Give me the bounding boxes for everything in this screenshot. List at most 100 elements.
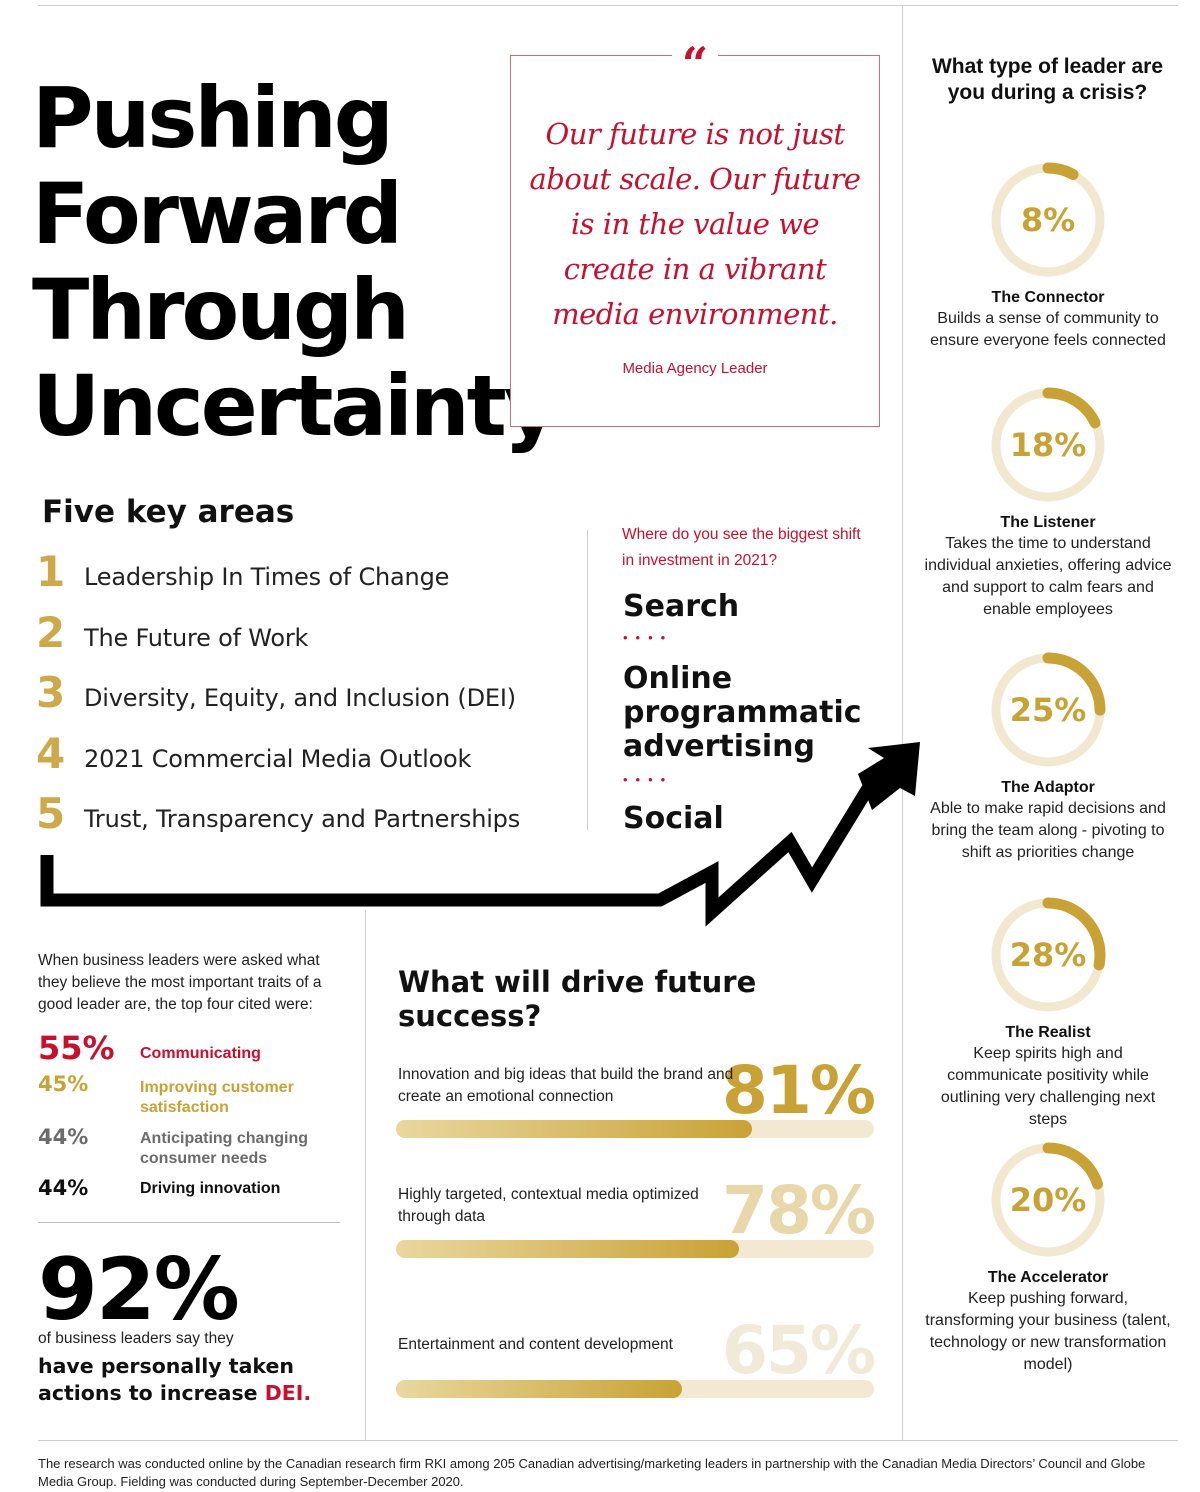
trait-pct: 44% bbox=[38, 1176, 89, 1200]
footnote: The research was conducted online by the… bbox=[38, 1456, 1146, 1489]
trait-pct: 45% bbox=[38, 1072, 89, 1096]
key-area-number: 2 bbox=[36, 607, 66, 657]
leader-desc: Keep spirits high and communicate positi… bbox=[940, 1045, 1156, 1128]
driver-bar-track bbox=[396, 1120, 874, 1138]
driver-bar-track bbox=[396, 1240, 874, 1258]
leader-ring: 25% bbox=[988, 650, 1108, 770]
trait-row: 44% Anticipating changing consumer needs bbox=[38, 1125, 348, 1173]
investment-item-search: Search bbox=[623, 589, 740, 624]
driver-pct: 81% bbox=[722, 1052, 876, 1129]
leader-desc: Takes the time to understand individual … bbox=[924, 535, 1172, 618]
leader-pct: 20% bbox=[1009, 1181, 1087, 1219]
dei-statement: have personally taken actions to increas… bbox=[38, 1353, 358, 1407]
investment-item-programmatic: Online programmatic advertising bbox=[623, 661, 862, 764]
ring-fill bbox=[990, 387, 1106, 503]
dei-highlight: DEI. bbox=[264, 1381, 312, 1405]
leader-ring: 18% bbox=[988, 385, 1108, 505]
leader-ring-chart bbox=[990, 1142, 1106, 1258]
quote-source: Media Agency Leader bbox=[622, 360, 768, 377]
dei-big-stat: 92% bbox=[38, 1240, 240, 1340]
dei-statement-text: have personally taken actions to increas… bbox=[38, 1354, 294, 1405]
title-line: Pushing bbox=[32, 69, 394, 167]
title-line: Uncertainty bbox=[32, 357, 559, 455]
trait-label: Improving customer satisfaction bbox=[140, 1079, 294, 1116]
key-area-label: The Future of Work bbox=[84, 623, 309, 652]
driver-pct: 65% bbox=[722, 1312, 876, 1389]
leader-name: The Connector bbox=[991, 289, 1105, 306]
traits-intro: When business leaders were asked what th… bbox=[38, 952, 322, 1013]
bottom-rule bbox=[38, 1440, 1178, 1441]
leader-name: The Accelerator bbox=[987, 1269, 1109, 1286]
key-area-number: 4 bbox=[36, 728, 66, 778]
traits-divider bbox=[38, 1222, 340, 1223]
leader-types-heading: What type of leader are you during a cri… bbox=[931, 55, 1164, 104]
leader-desc: Keep pushing forward, transforming your … bbox=[925, 1290, 1171, 1373]
trait-label: Driving innovation bbox=[140, 1180, 281, 1197]
title-line: Forward bbox=[32, 165, 403, 263]
quote-text: Our future is not just about scale. Our … bbox=[529, 117, 861, 331]
trait-row: 44% Driving innovation bbox=[38, 1176, 348, 1204]
ring-fill bbox=[990, 162, 1106, 278]
right-column-divider bbox=[902, 5, 903, 1440]
quote-box bbox=[510, 55, 880, 427]
driver-row: 78% Highly targeted, contextual media opt… bbox=[396, 1176, 876, 1284]
investment-divider bbox=[587, 530, 588, 830]
investment-item-social: Social bbox=[623, 801, 724, 836]
leader-name: The Realist bbox=[1005, 1024, 1091, 1041]
driver-label: Entertainment and content development bbox=[398, 1336, 673, 1353]
leader-type-item: 25% The Adaptor Able to make rapid decisio… bbox=[918, 650, 1178, 864]
leader-type-item: 28% The Realist Keep spirits high and comm… bbox=[918, 895, 1178, 1131]
page-title: Pushing Forward Through Uncertainty bbox=[32, 70, 632, 454]
leader-type-item: 18% The Listener Takes the time to underst… bbox=[918, 385, 1178, 621]
driver-row: 81% Innovation and big ideas that build t… bbox=[396, 1056, 876, 1164]
ring-fill bbox=[990, 652, 1106, 768]
leader-ring: 28% bbox=[988, 895, 1108, 1015]
dei-sub-text: of business leaders say they bbox=[38, 1330, 234, 1347]
trait-row: 55% Communicating bbox=[38, 1030, 348, 1070]
leader-pct: 25% bbox=[1009, 691, 1087, 729]
driver-label: Innovation and big ideas that build the … bbox=[398, 1066, 734, 1105]
driver-bar-fill bbox=[396, 1380, 682, 1398]
key-area-item: 4 2021 Commercial Media Outlook bbox=[36, 728, 596, 791]
trait-row: 45% Improving customer satisfaction bbox=[38, 1072, 348, 1120]
key-areas-list: 1 Leadership In Times of Change 2 The Fu… bbox=[36, 548, 596, 851]
key-area-label: 2021 Commercial Media Outlook bbox=[84, 744, 472, 773]
trait-pct: 44% bbox=[38, 1125, 89, 1149]
leader-ring-chart bbox=[990, 162, 1106, 278]
title-line: Through bbox=[32, 261, 410, 359]
key-areas-heading: Five key areas bbox=[42, 494, 295, 530]
driver-pct: 78% bbox=[722, 1172, 876, 1249]
quote-mark-icon: “ bbox=[672, 38, 718, 90]
key-area-label: Leadership In Times of Change bbox=[84, 563, 450, 591]
key-area-label: Trust, Transparency and Partnerships bbox=[84, 805, 521, 833]
trait-label: Anticipating changing consumer needs bbox=[140, 1130, 308, 1167]
ring-fill bbox=[990, 1142, 1106, 1258]
key-area-item: 3 Diversity, Equity, and Inclusion (DEI) bbox=[36, 669, 596, 730]
key-area-number: 1 bbox=[36, 547, 66, 596]
investment-separator: •••• bbox=[623, 772, 674, 787]
leader-ring-chart bbox=[990, 652, 1106, 768]
drivers-heading: What will drive future success? bbox=[398, 965, 757, 1033]
investment-question: Where do you see the biggest shift in in… bbox=[622, 526, 861, 569]
driver-bar-fill bbox=[396, 1240, 739, 1258]
driver-label: Highly targeted, contextual media optimi… bbox=[398, 1186, 699, 1225]
leader-pct: 18% bbox=[1009, 426, 1087, 464]
key-area-label: Diversity, Equity, and Inclusion (DEI) bbox=[84, 684, 516, 712]
driver-bar-track bbox=[396, 1380, 874, 1398]
leader-type-item: 8% The Connector Builds a sense of communi… bbox=[918, 160, 1178, 352]
leader-ring: 8% bbox=[988, 160, 1108, 280]
leader-pct: 28% bbox=[1009, 936, 1087, 974]
leader-type-item: 20% The Accelerator Keep pushing forward, … bbox=[918, 1140, 1178, 1376]
leader-name: The Listener bbox=[1000, 514, 1096, 531]
driver-row: 65% Entertainment and content development bbox=[396, 1316, 876, 1424]
top-rule bbox=[38, 5, 1178, 6]
ring-fill bbox=[990, 897, 1106, 1013]
leader-desc: Able to make rapid decisions and bring t… bbox=[930, 800, 1166, 861]
leader-ring: 20% bbox=[988, 1140, 1108, 1260]
key-area-number: 5 bbox=[36, 789, 66, 838]
leader-pct: 8% bbox=[1020, 201, 1076, 239]
key-area-number: 3 bbox=[36, 668, 66, 717]
investment-separator: •••• bbox=[623, 630, 674, 645]
leader-name: The Adaptor bbox=[1001, 779, 1095, 796]
bottom-middle-divider bbox=[365, 910, 366, 1440]
